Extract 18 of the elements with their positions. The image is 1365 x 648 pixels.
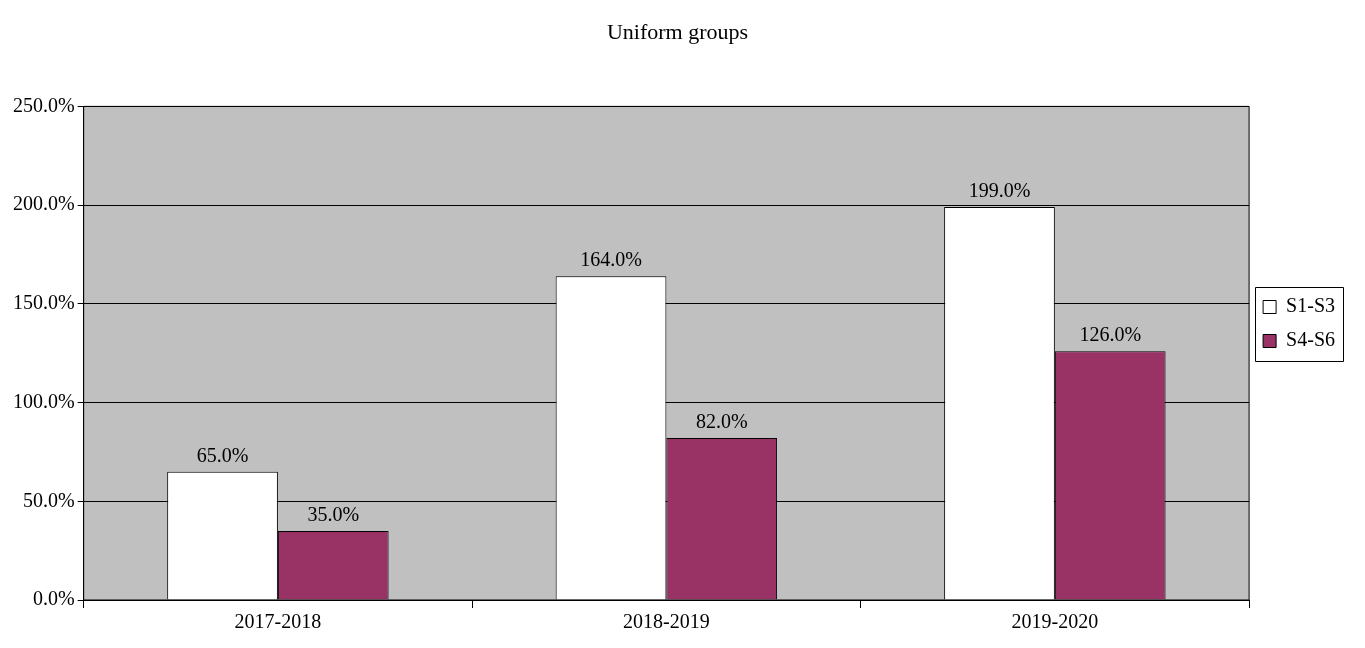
y-tick-label: 200.0% xyxy=(12,192,75,215)
x-tick-label: 2017-2018 xyxy=(234,610,322,633)
y-tick-label: 0.0% xyxy=(32,587,75,610)
data-label: 82.0% xyxy=(695,410,748,433)
data-label: 35.0% xyxy=(307,503,360,526)
data-label: 164.0% xyxy=(580,248,642,271)
chart-title: Uniform groups xyxy=(606,18,749,44)
y-tick-label: 100.0% xyxy=(12,389,75,412)
legend-label: S1-S3 xyxy=(1286,294,1335,317)
y-tick-label: 150.0% xyxy=(12,291,75,314)
data-label: 199.0% xyxy=(968,179,1031,202)
data-label: 126.0% xyxy=(1079,323,1142,346)
y-tick-label: 250.0% xyxy=(12,93,75,116)
legend-label: S4-S6 xyxy=(1286,328,1335,351)
x-tick-label: 2019-2020 xyxy=(1011,610,1099,633)
y-tick-label: 50.0% xyxy=(22,488,75,511)
data-label: 65.0% xyxy=(196,443,249,466)
x-tick-label: 2018-2019 xyxy=(623,610,710,633)
